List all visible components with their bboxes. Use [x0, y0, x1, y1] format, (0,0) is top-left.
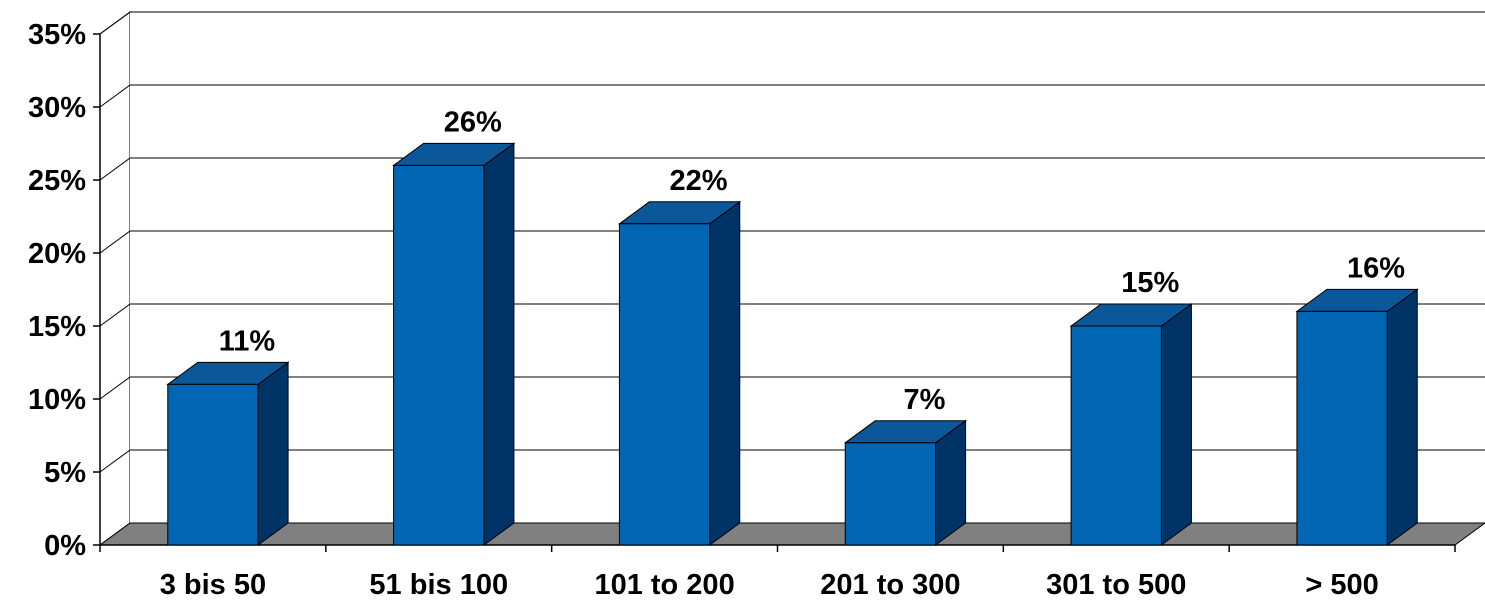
x-tick-label: 51 bis 100: [369, 569, 508, 601]
y-tick-label: 15%: [28, 311, 86, 343]
gridline: [99, 449, 1485, 473]
x-tick-label: 101 to 200: [594, 569, 734, 601]
bar: [1069, 303, 1193, 546]
bar-side: [483, 142, 515, 546]
x-tick-label: > 500: [1305, 569, 1378, 601]
gridline: [99, 303, 1485, 327]
axes: [93, 33, 1456, 552]
bar-side: [1160, 303, 1192, 546]
data-label: 26%: [444, 106, 502, 138]
bar-front: [1070, 325, 1162, 546]
y-tick-label: 10%: [28, 384, 86, 416]
bar-side: [257, 361, 289, 546]
bar-side: [709, 200, 741, 546]
bar-front: [167, 383, 259, 546]
y-tick-label: 0%: [44, 530, 86, 562]
x-tick-label: 3 bis 50: [160, 569, 266, 601]
floor-plane: [98, 522, 1485, 546]
gridline: [99, 157, 1485, 181]
back-wall: [130, 12, 1485, 523]
y-tick-label: 25%: [28, 165, 86, 197]
bar: [843, 419, 968, 546]
gridline: [99, 376, 1485, 400]
bar-side: [1386, 288, 1418, 546]
data-label: 11%: [219, 325, 276, 357]
gridline: [99, 84, 1485, 108]
data-label: 7%: [903, 384, 945, 416]
y-tick-label: 5%: [44, 457, 86, 489]
bar-front: [844, 442, 937, 546]
chart-walls: [99, 11, 1485, 546]
bar-front: [618, 223, 711, 546]
gridline: [99, 230, 1485, 254]
bar-front: [1296, 310, 1388, 546]
chart-floor: [98, 522, 1485, 546]
bar: [1295, 288, 1419, 546]
gridline: [99, 11, 1485, 35]
bar: [617, 200, 742, 546]
x-tick-label: 201 to 300: [820, 569, 960, 601]
x-tick-label: 301 to 500: [1046, 569, 1186, 601]
y-tick-label: 20%: [28, 238, 86, 270]
bars: [166, 142, 1419, 546]
y-tick-label: 35%: [28, 19, 86, 51]
side-wall: [99, 11, 131, 546]
data-label: 16%: [1347, 252, 1405, 284]
y-tick-label: 30%: [28, 92, 86, 124]
labels: 0% 5% 10% 15% 20% 25% 30% 35% 11% 3 bis 50 26% 51 b…: [28, 19, 1405, 601]
bar-front: [393, 164, 485, 546]
gridlines: [99, 11, 1485, 473]
data-label: 22%: [670, 165, 728, 197]
bar: [166, 361, 290, 546]
bar: [392, 142, 516, 546]
data-label: 15%: [1121, 267, 1179, 299]
